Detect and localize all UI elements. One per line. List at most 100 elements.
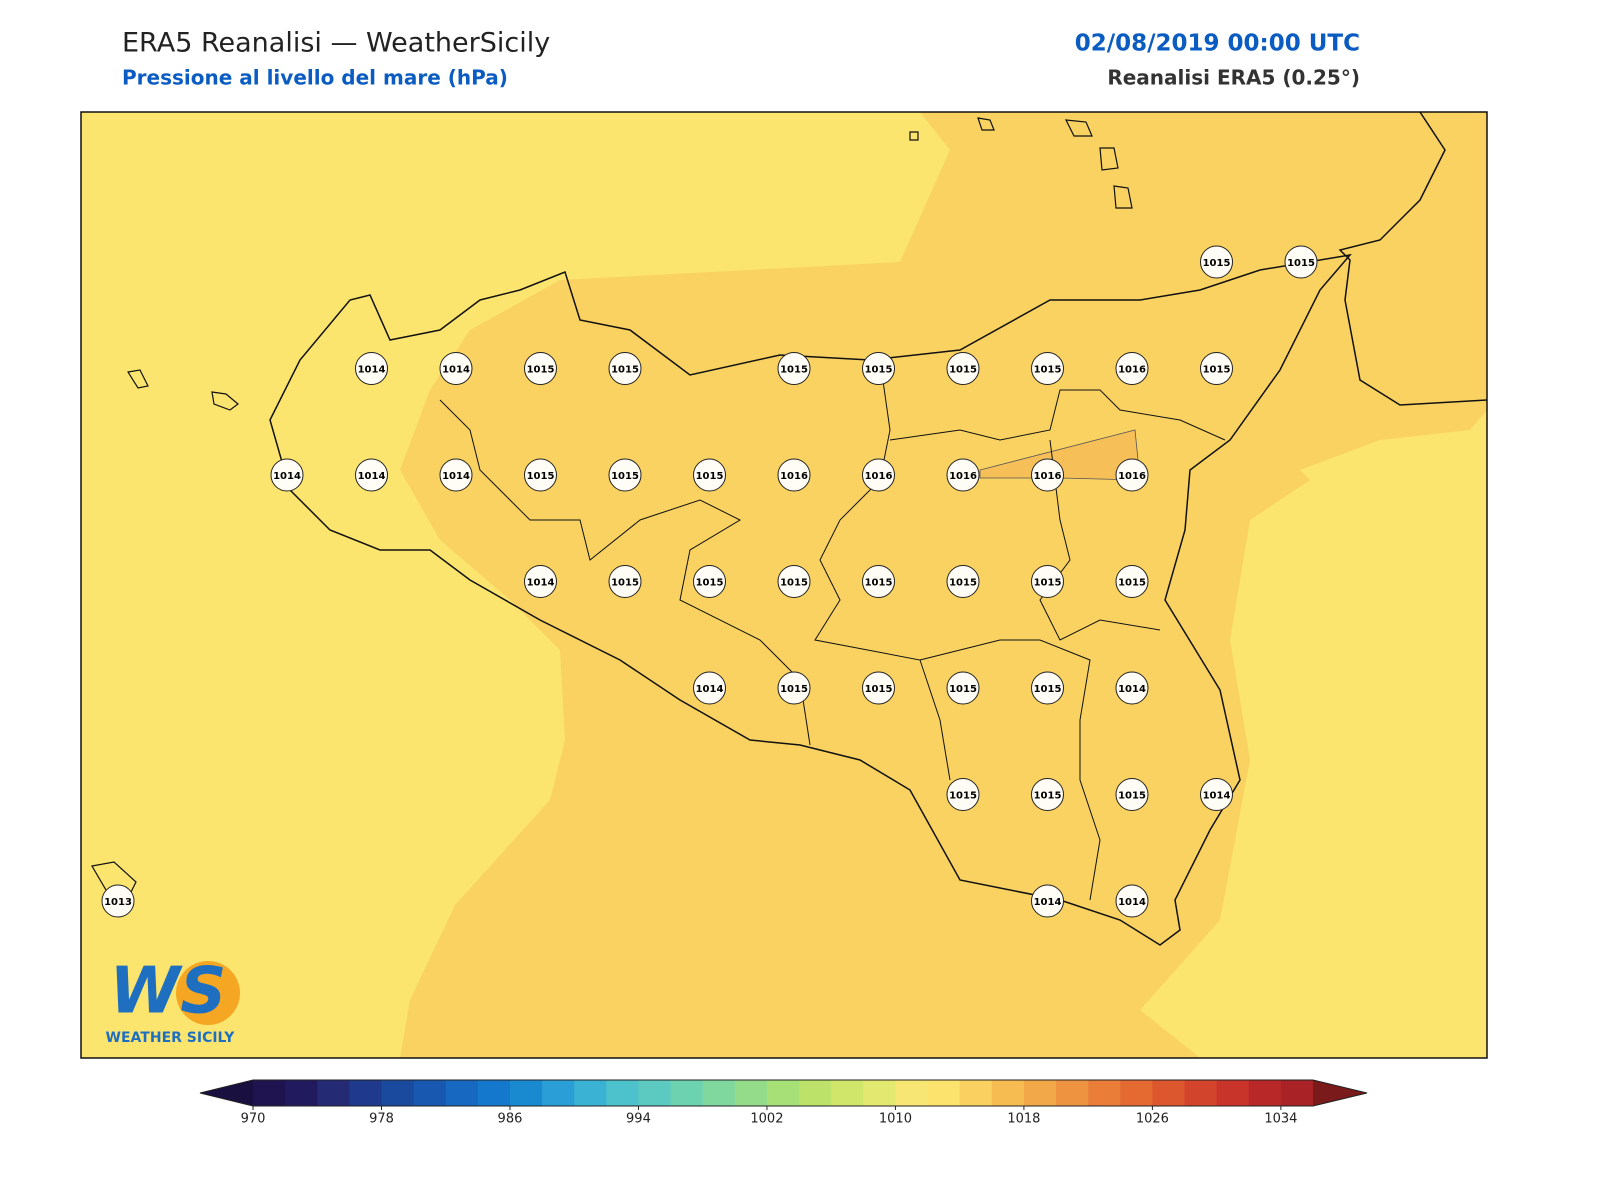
colorbar-tick-label: 1010 bbox=[879, 1112, 912, 1127]
map: 1015 1015 1014 1014 1015 1015 1015 1015 1015 1015… bbox=[80, 111, 1488, 1059]
station-value: 1015 bbox=[949, 578, 977, 589]
logo-sun bbox=[176, 961, 240, 1025]
colorbar-bin bbox=[927, 1080, 961, 1106]
station-value: 1015 bbox=[696, 578, 724, 589]
station-value: 1015 bbox=[527, 365, 555, 376]
colorbar-bin bbox=[831, 1080, 864, 1106]
station-marker bbox=[693, 565, 726, 598]
station-marker bbox=[862, 458, 895, 492]
station-value: 1014 bbox=[1203, 791, 1231, 802]
station-value: 1015 bbox=[527, 471, 555, 482]
colorbar-bin bbox=[1120, 1080, 1153, 1106]
station-value: 1015 bbox=[611, 471, 639, 482]
station-marker bbox=[1031, 565, 1064, 598]
station-value: 1015 bbox=[780, 578, 808, 589]
station-value: 1015 bbox=[1034, 791, 1062, 802]
station-marker bbox=[1284, 245, 1318, 279]
logo: WS WEATHER SICILY bbox=[106, 955, 240, 1046]
title: ERA5 Reanalisi — WeatherSicily bbox=[122, 28, 550, 59]
station-marker bbox=[1115, 884, 1149, 918]
islands bbox=[91, 117, 1133, 903]
station-value: 1015 bbox=[611, 365, 639, 376]
station-value: 1015 bbox=[865, 365, 893, 376]
station-value: 1015 bbox=[1118, 578, 1146, 589]
station-marker bbox=[355, 458, 388, 492]
province-borders bbox=[439, 399, 811, 746]
station-value: 1015 bbox=[780, 684, 808, 695]
station-marker bbox=[1115, 778, 1149, 811]
station-value: 1016 bbox=[1034, 471, 1062, 482]
station-marker bbox=[946, 352, 980, 385]
colorbar-bin bbox=[991, 1080, 1025, 1106]
map-frame bbox=[80, 111, 1488, 1059]
station-marker bbox=[1200, 778, 1233, 811]
colorbar-bin bbox=[253, 1080, 286, 1106]
station-marker bbox=[524, 565, 557, 598]
colorbar-bin bbox=[381, 1080, 415, 1106]
station-value: 1015 bbox=[949, 365, 977, 376]
station-marker bbox=[1031, 352, 1064, 385]
station-marker bbox=[693, 458, 726, 492]
station-marker bbox=[862, 671, 895, 705]
colorbar-bin bbox=[1184, 1080, 1218, 1106]
colorbar-tick-label: 1002 bbox=[750, 1112, 783, 1127]
station-marker bbox=[439, 458, 473, 492]
station-marker bbox=[355, 352, 388, 385]
station-value: 1016 bbox=[780, 471, 808, 482]
station-value: 1015 bbox=[865, 684, 893, 695]
station-marker bbox=[270, 458, 304, 492]
station-value: 1015 bbox=[1203, 258, 1231, 269]
station-marker bbox=[777, 671, 811, 705]
colorbar-bin bbox=[477, 1080, 511, 1106]
colorbar-bin bbox=[542, 1080, 575, 1106]
colorbar-extend-max bbox=[1313, 1080, 1367, 1106]
pressure-area-high bbox=[979, 429, 1141, 481]
station-marker bbox=[1115, 458, 1149, 492]
station-marker bbox=[1031, 671, 1064, 705]
colorbar-tick-label: 994 bbox=[626, 1112, 651, 1127]
province-borders-5 bbox=[919, 639, 1101, 901]
station-marker bbox=[946, 565, 980, 598]
colorbar-bin bbox=[1280, 1080, 1314, 1106]
station-value: 1015 bbox=[1118, 791, 1146, 802]
colorbar-bin bbox=[285, 1080, 318, 1106]
colorbar-bin bbox=[1152, 1080, 1186, 1106]
station-value: 1014 bbox=[358, 365, 386, 376]
colorbar-bin bbox=[959, 1080, 993, 1106]
station-value: 1013 bbox=[104, 897, 132, 908]
colorbar-bin bbox=[895, 1080, 929, 1106]
province-borders-3 bbox=[889, 389, 1226, 441]
station-marker bbox=[524, 352, 557, 385]
colorbar-bin bbox=[413, 1080, 447, 1106]
station-marker bbox=[1031, 458, 1064, 492]
province-borders-2 bbox=[814, 359, 951, 781]
colorbar-tick-label: 1018 bbox=[1007, 1112, 1040, 1127]
station-value: 1015 bbox=[1034, 684, 1062, 695]
station-value: 1015 bbox=[1287, 258, 1315, 269]
station-marker bbox=[1200, 352, 1233, 385]
station-value: 1015 bbox=[1034, 578, 1062, 589]
colorbar-bin bbox=[1088, 1080, 1121, 1106]
colorbar-tick-label: 1034 bbox=[1264, 1112, 1297, 1127]
colorbar-bin bbox=[638, 1080, 672, 1106]
colorbar-bin bbox=[734, 1080, 768, 1106]
colorbar-bin bbox=[509, 1080, 543, 1106]
colorbar-tick-label: 986 bbox=[498, 1112, 523, 1127]
station-marker bbox=[693, 671, 726, 705]
station-marker bbox=[862, 565, 895, 598]
province-borders-4 bbox=[1039, 439, 1161, 641]
station-marker bbox=[1115, 671, 1149, 705]
station-marker bbox=[608, 458, 642, 492]
station-value: 1015 bbox=[780, 365, 808, 376]
station-marker bbox=[946, 671, 980, 705]
station-marker bbox=[524, 458, 557, 492]
source: Reanalisi ERA5 (0.25°) bbox=[1107, 66, 1360, 90]
station-marker bbox=[439, 352, 473, 385]
station-value: 1016 bbox=[1118, 365, 1146, 376]
station-marker bbox=[777, 565, 811, 598]
station-marker bbox=[1200, 245, 1233, 279]
colorbar-bin bbox=[445, 1080, 479, 1106]
colorbar-bin bbox=[349, 1080, 382, 1106]
station-value: 1014 bbox=[442, 365, 470, 376]
